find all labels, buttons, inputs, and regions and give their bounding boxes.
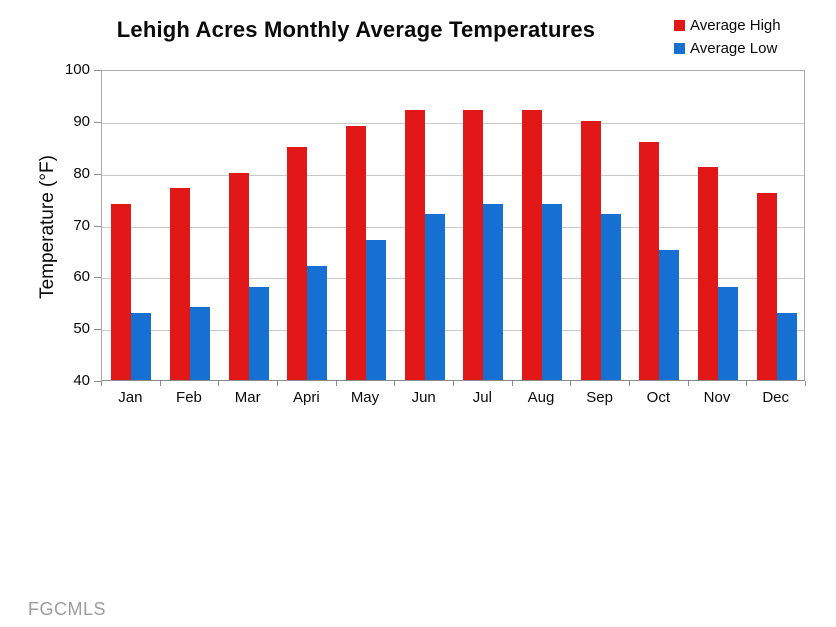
- y-tick-mark-40: [94, 381, 101, 382]
- bar-average-high-Nov: [697, 167, 718, 380]
- x-tick-label-Oct: Oct: [646, 389, 670, 406]
- chart-legend: Average High Average Low: [674, 17, 781, 57]
- bar-average-high-Jun: [404, 110, 425, 380]
- category-cell-Dec: [747, 71, 806, 380]
- bar-average-low-May: [365, 240, 386, 380]
- plot-area: [101, 70, 805, 381]
- y-tick-label-40: 40: [73, 372, 90, 389]
- x-tick-mark-9: [629, 381, 630, 386]
- y-tick-mark-70: [94, 225, 101, 227]
- bar-average-low-Aug: [541, 203, 562, 380]
- bar-average-high-Jul: [463, 110, 484, 380]
- legend-label-average-high: Average High: [690, 17, 781, 34]
- bar-average-high-Dec: [756, 193, 777, 380]
- y-grid-line-80: [102, 174, 804, 176]
- category-cell-Nov: [689, 71, 748, 380]
- legend-item-average-low: Average Low: [674, 40, 781, 57]
- bar-average-high-Aug: [521, 110, 542, 380]
- x-tick-mark-3: [277, 381, 278, 386]
- category-cell-Mar: [219, 71, 278, 380]
- y-tick-mark-80: [94, 173, 101, 175]
- x-tick-label-Jul: Jul: [472, 389, 492, 406]
- category-cell-May: [337, 71, 396, 380]
- x-tick-mark-11: [746, 381, 748, 386]
- x-tick-label-Sep: Sep: [586, 389, 613, 406]
- bar-average-low-Apri: [307, 265, 328, 380]
- y-tick-label-100: 100: [64, 61, 90, 78]
- x-tick-label-Nov: Nov: [703, 389, 731, 406]
- y-tick-mark-100: [94, 70, 101, 71]
- x-tick-label-Jun: Jun: [411, 389, 436, 406]
- average-high-swatch-icon: [674, 20, 685, 31]
- x-tick-mark-4: [335, 381, 337, 386]
- category-cell-Aug: [513, 71, 572, 380]
- bar-average-high-Sep: [580, 120, 601, 380]
- bar-average-low-Oct: [659, 250, 680, 380]
- x-tick-mark-6: [453, 381, 454, 386]
- y-tick-label-70: 70: [73, 216, 90, 234]
- y-tick-label-50: 50: [73, 320, 90, 338]
- chart-title: Lehigh Acres Monthly Average Temperature…: [116, 17, 596, 42]
- average-low-swatch-icon: [674, 43, 685, 54]
- watermark: FGCMLS: [28, 599, 107, 619]
- x-tick-label-Mar: Mar: [234, 389, 261, 406]
- category-cell-Apri: [278, 71, 337, 380]
- bar-average-low-Sep: [600, 214, 621, 380]
- y-tick-mark-90: [94, 121, 101, 123]
- x-tick-label-May: May: [350, 389, 380, 406]
- bar-average-high-Apri: [287, 146, 308, 380]
- bar-average-low-Nov: [717, 286, 738, 380]
- legend-label-average-low: Average Low: [690, 40, 778, 57]
- bar-average-high-May: [345, 126, 366, 380]
- x-tick-label-Aug: Aug: [527, 389, 555, 406]
- x-tick-mark-0: [101, 381, 102, 386]
- x-tick-mark-10: [687, 381, 689, 386]
- x-tick-mark-5: [394, 381, 396, 386]
- y-grid-line-60: [102, 278, 804, 280]
- y-tick-mark-50: [94, 329, 101, 331]
- x-tick-label-Apri: Apri: [292, 389, 320, 406]
- category-cell-Oct: [630, 71, 689, 380]
- x-tick-mark-12: [805, 381, 806, 386]
- x-tick-mark-7: [511, 381, 513, 386]
- y-tick-label-90: 90: [73, 112, 90, 130]
- category-cell-Jan: [102, 71, 161, 380]
- y-grid-line-50: [102, 330, 804, 332]
- bar-average-low-Jan: [131, 312, 152, 380]
- bar-average-low-Feb: [189, 307, 210, 380]
- y-grid-line-70: [102, 226, 804, 228]
- x-tick-label-Jan: Jan: [118, 389, 143, 406]
- y-grid-line-90: [102, 122, 804, 124]
- x-tick-label-Dec: Dec: [762, 389, 789, 406]
- category-cell-Feb: [161, 71, 220, 380]
- y-tick-label-80: 80: [73, 164, 90, 182]
- bar-average-high-Oct: [639, 141, 660, 380]
- x-tick-mark-1: [159, 381, 161, 386]
- bar-average-high-Mar: [228, 172, 249, 380]
- bar-average-low-Mar: [248, 286, 269, 380]
- x-tick-mark-2: [218, 381, 220, 386]
- bar-average-high-Feb: [169, 188, 190, 380]
- bar-average-high-Jan: [111, 203, 132, 380]
- bar-average-low-Jun: [424, 214, 445, 380]
- category-cell-Sep: [571, 71, 630, 380]
- y-tick-label-60: 60: [73, 268, 90, 286]
- category-cell-Jul: [454, 71, 513, 380]
- y-tick-mark-60: [94, 277, 101, 279]
- category-cell-Jun: [395, 71, 454, 380]
- x-tick-label-Feb: Feb: [176, 389, 202, 406]
- x-tick-mark-8: [570, 381, 572, 386]
- bar-average-low-Dec: [776, 312, 797, 380]
- bar-average-low-Jul: [483, 203, 504, 380]
- legend-item-average-high: Average High: [674, 17, 781, 34]
